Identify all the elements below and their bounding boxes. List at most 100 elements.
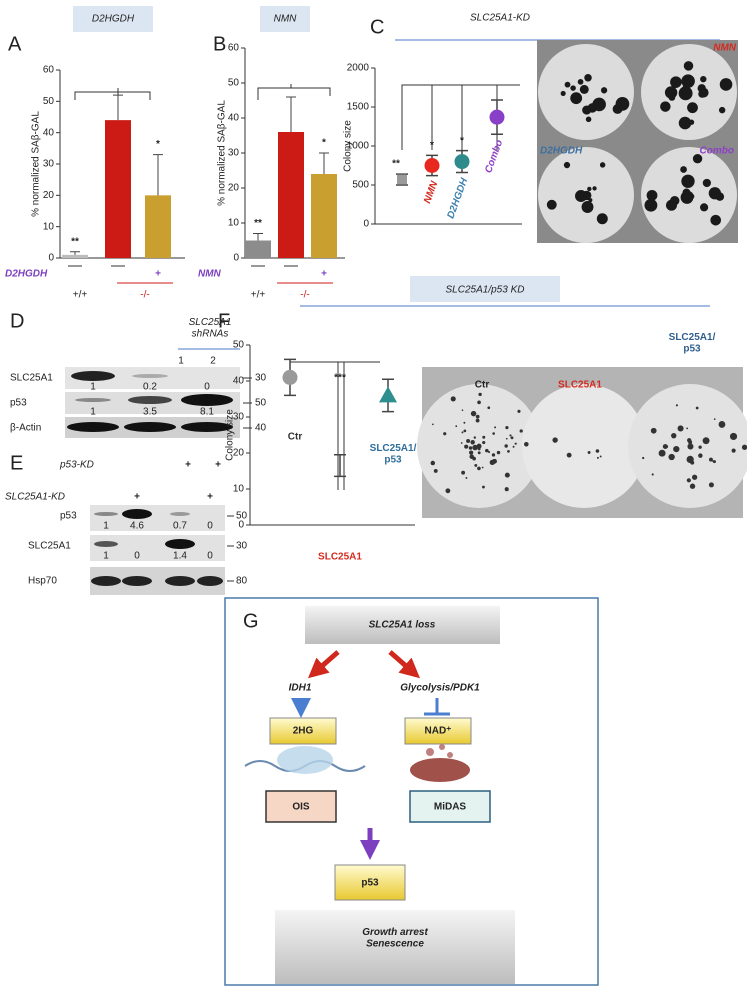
colony [702, 178, 711, 188]
node-label: Glycolysis/PDK1 [400, 683, 480, 694]
error-bar [334, 454, 346, 478]
colony [509, 434, 512, 437]
treatment-mark: + [321, 269, 327, 280]
condition-mark: + [207, 492, 213, 503]
colony [464, 444, 469, 449]
treatment-label: NMN [198, 269, 222, 280]
y-tick-label: 10 [43, 221, 55, 232]
panel-letter: B [213, 33, 226, 55]
y-tick-label: 50 [43, 96, 55, 107]
row-label: p53 [60, 511, 77, 522]
colony [673, 445, 680, 453]
node-label: Growth arrest Senescence [362, 927, 428, 950]
colony [577, 79, 584, 85]
colony [482, 435, 486, 439]
node-label: NAD⁺ [425, 726, 452, 737]
colony [563, 161, 571, 169]
colony [477, 400, 481, 405]
genotype-label: -/- [140, 290, 149, 301]
lane-label: 1 [178, 356, 184, 367]
y-tick-label: 2000 [347, 63, 370, 74]
colony [445, 488, 451, 494]
colony [710, 214, 722, 226]
significance: ** [71, 236, 79, 247]
quant: 3.5 [143, 407, 157, 418]
colony [651, 473, 654, 476]
y-tick-label: 1000 [347, 141, 370, 152]
point [454, 154, 470, 170]
colony [491, 453, 496, 457]
bar [311, 174, 337, 258]
node-label: SLC25A1 loss [369, 620, 436, 631]
colony [494, 426, 497, 429]
plate-label: D2HGDH [540, 146, 583, 157]
node-label: OIS [292, 802, 310, 813]
colony [642, 456, 645, 460]
y-tick-label: 50 [233, 340, 245, 351]
y-tick-label: 30 [233, 412, 245, 423]
colony [708, 187, 722, 200]
colony [599, 162, 606, 168]
plate-label: Combo [700, 146, 734, 157]
y-tick-label: 0 [48, 253, 54, 264]
y-tick-label: 30 [43, 159, 55, 170]
colony [524, 442, 529, 447]
row-label: β-Actin [10, 423, 41, 434]
point [379, 386, 397, 403]
panel-letter: D [10, 310, 24, 332]
plate-image [537, 40, 738, 243]
colony [681, 174, 695, 188]
quant: 1 [103, 521, 109, 532]
panel-letter: E [10, 452, 23, 474]
colony [665, 199, 678, 211]
size-marker: 50 [255, 398, 267, 409]
colony [468, 446, 473, 450]
colony [474, 463, 478, 467]
colony [599, 455, 602, 458]
bar [62, 254, 88, 258]
blot-labels: p53-KD + + SLC25A1-KD + + p53 50 1 4.6 0.7 0 SLC25A1… [5, 460, 248, 587]
colony [741, 444, 747, 450]
error-bar [153, 154, 163, 196]
colony [691, 474, 698, 480]
colony [687, 102, 698, 114]
point [424, 158, 440, 173]
quant: 0 [207, 551, 213, 562]
colony [469, 450, 474, 455]
quant: 8.1 [200, 407, 214, 418]
colony [686, 478, 691, 483]
colony [644, 198, 658, 212]
colony [473, 436, 477, 439]
size-marker: 50 [236, 511, 248, 522]
y-tick-label: 10 [228, 218, 240, 229]
quant: 0.2 [143, 382, 157, 393]
x-tick-label: SLC25A1/p53 [370, 443, 417, 466]
colony [668, 453, 675, 461]
colony [472, 456, 476, 461]
title-box [260, 6, 310, 32]
plate-label: SLC25A1/p53 [669, 332, 716, 355]
colony [584, 74, 592, 82]
colony [487, 406, 491, 410]
colony [692, 153, 703, 164]
colony [695, 406, 699, 410]
y-tick-label: 40 [43, 127, 55, 138]
y-tick-label: 40 [233, 376, 245, 387]
chart-title: D2HGDH [92, 14, 135, 25]
bar [278, 132, 304, 258]
node-label: IDH1 [289, 683, 312, 694]
colony [588, 198, 593, 203]
blot-header: SLC25A1 shRNAs [189, 317, 232, 340]
colony [463, 429, 467, 433]
colony [700, 76, 707, 83]
quant: 1 [103, 551, 109, 562]
chart-title: NMN [274, 14, 298, 25]
colony [461, 470, 466, 475]
colony [504, 444, 508, 448]
y-tick-label: 500 [352, 180, 369, 191]
colony [477, 451, 481, 455]
y-tick-label: 20 [233, 448, 245, 459]
colony [702, 437, 710, 445]
node-label: p53 [361, 878, 379, 889]
point [489, 109, 505, 125]
